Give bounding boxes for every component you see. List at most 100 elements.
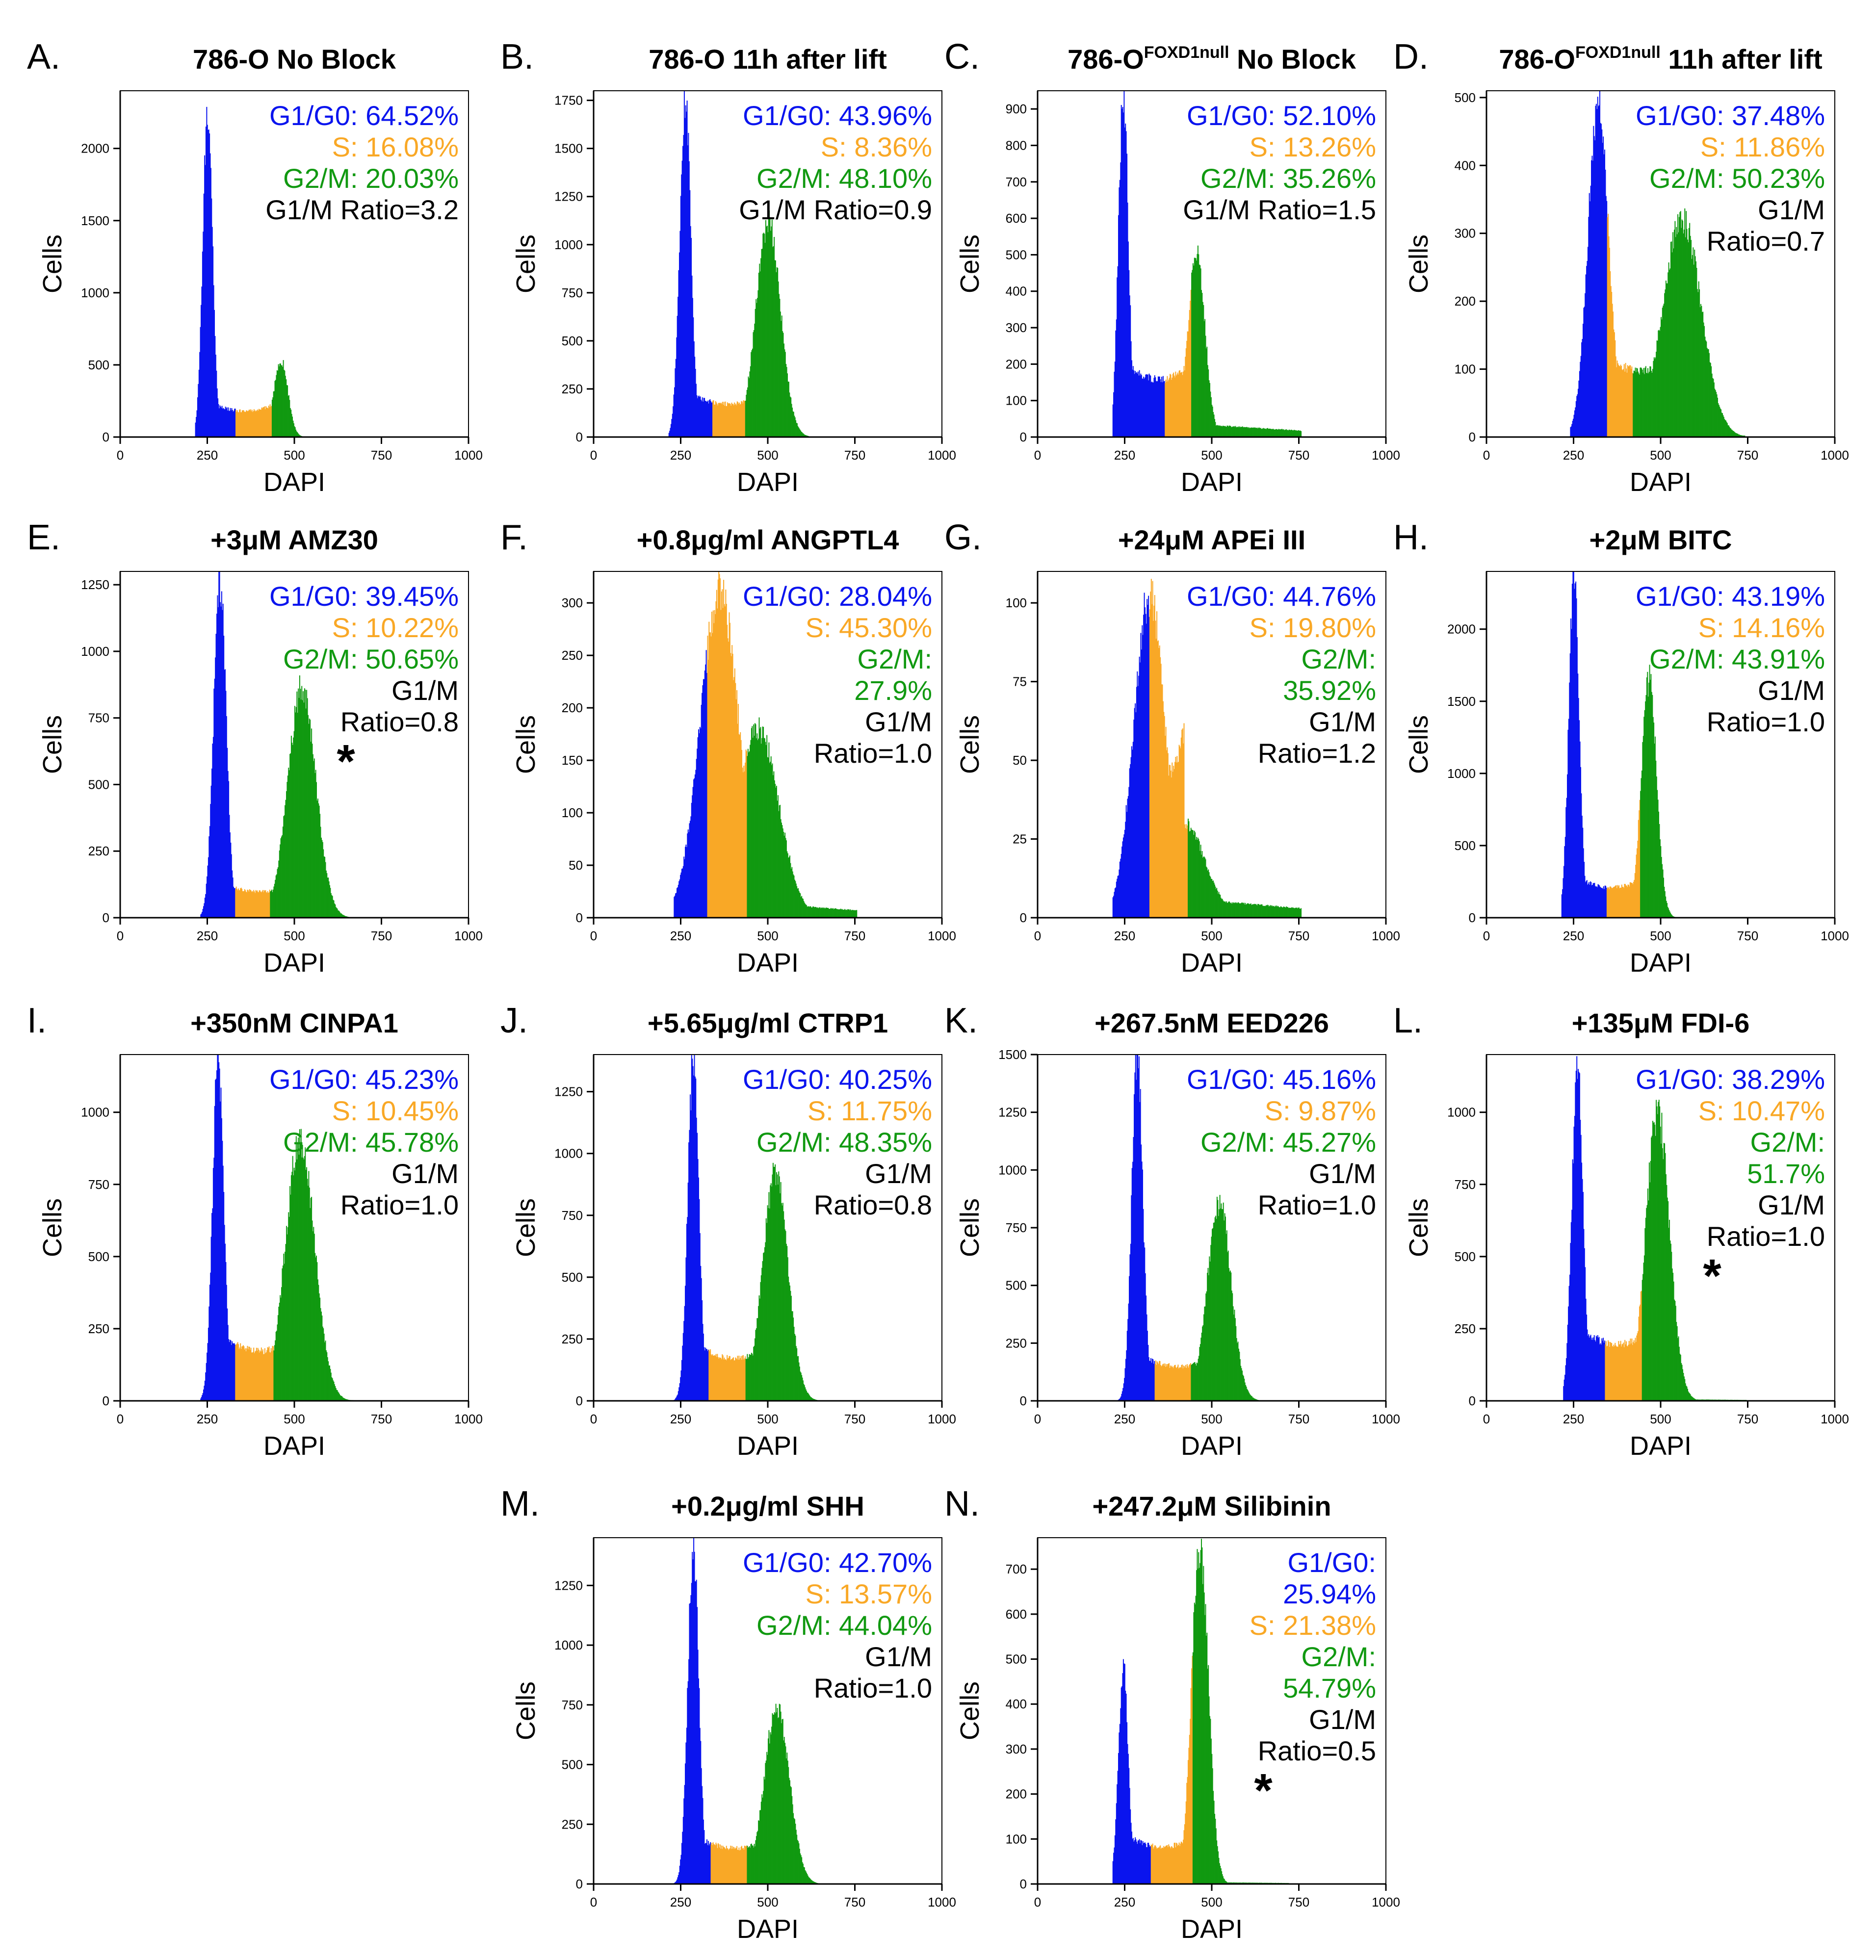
bar-g1 [1146,1314,1147,1401]
bar-g1 [234,888,235,918]
bar-g1 [1568,719,1569,918]
bar-g1 [704,401,706,437]
bar-s [721,1845,722,1884]
bar-g1 [1134,374,1135,437]
bar-g1 [1149,375,1150,437]
bar-g1 [700,728,702,918]
bar-g2m [1741,435,1743,437]
bar-g1 [709,1843,710,1884]
bar-g2m [314,1253,316,1401]
bar-g2m [1253,904,1254,918]
bar-g1 [681,869,682,918]
bar-g2m [774,1712,775,1884]
bar-g2m [1246,427,1248,437]
bar-g1 [697,748,698,918]
bar-s [1167,1847,1169,1884]
bar-s [1172,1848,1173,1884]
bar-g1 [1120,858,1121,918]
bar-g2m [294,1170,295,1401]
bar-g2m [277,1324,278,1401]
bar-g1 [1565,1358,1567,1401]
bar-g1 [1123,1663,1125,1884]
bar-g1 [1124,1368,1126,1401]
bar-g2m [805,904,807,918]
bar-g1 [684,859,685,918]
bar-g2m [1664,886,1665,918]
bar-g1 [1601,888,1602,918]
bar-g1 [1135,703,1136,918]
bar-g2m [750,740,752,918]
y-axis-label: Cells [511,1681,541,1740]
bar-s [1192,1655,1193,1884]
bar-g2m [803,1380,804,1401]
bar-g2m [296,1159,298,1401]
bar-g1 [706,673,707,918]
bar-g2m [814,1399,816,1401]
bar-g2m [1196,1570,1198,1884]
bar-g1 [689,1130,690,1401]
bar-g1 [1114,892,1115,918]
bar-g2m [1659,1106,1661,1401]
bar-g2m [745,401,746,437]
bar-s [1158,1364,1159,1401]
bar-g2m [747,1848,749,1884]
x-axis-label: DAPI [1181,1914,1243,1944]
bar-g2m [855,910,857,918]
bar-g1 [218,404,219,437]
bar-g2m [1292,907,1293,918]
bar-g2m [1255,1399,1257,1401]
bar-g2m [771,219,773,437]
bar-g2m [1208,1275,1209,1401]
bar-g2m [750,745,751,918]
bar-s [736,1846,738,1884]
y-tick-label: 500 [1006,1278,1027,1293]
bar-s [744,1358,745,1401]
bar-g2m [1288,429,1290,437]
panel-letter: G. [944,518,982,557]
bar-g2m [1678,1336,1679,1401]
panel-title: +5.65μg/ml CTRP1 [648,1007,888,1038]
bar-g1 [685,1286,686,1401]
bar-g2m [1263,906,1265,918]
bar-g2m [794,417,796,437]
bar-s [1617,885,1618,918]
bar-g2m [836,909,838,918]
bar-g2m [758,1295,760,1401]
bar-g2m [851,910,852,918]
y-tick-label: 300 [1006,1742,1027,1756]
bar-s [1163,1846,1165,1884]
bar-g2m [818,907,820,918]
bar-g2m [792,1804,793,1884]
bar-g2m [1226,903,1228,918]
bar-s [1605,1344,1606,1401]
bar-g1 [1118,1753,1119,1884]
bar-g2m [788,1282,790,1401]
bar-g1 [234,409,236,437]
bar-g2m [770,1185,771,1401]
bar-s [1175,1847,1176,1884]
bar-g1 [695,1078,697,1401]
bar-g2m [1300,909,1301,918]
bar-g2m [313,1227,314,1401]
bar-g2m [793,1813,794,1884]
y-tick-label: 700 [1006,175,1027,189]
bar-s [733,1357,734,1401]
bar-g2m [1288,430,1289,437]
bar-g2m [1238,1348,1239,1401]
bar-g2m [1733,431,1734,437]
bar-g2m [806,1873,808,1884]
bar-g2m [760,727,761,918]
bar-g2m [757,290,759,437]
stat-g2m: G2/M: 50.23% [1649,163,1825,194]
stat-g2m: G2/M: 20.03% [283,163,459,194]
bar-g2m [1218,1857,1220,1884]
bar-g2m [758,738,759,918]
bar-s [711,1842,712,1884]
bar-s [268,892,270,918]
bar-g2m [1252,427,1254,437]
bar-g1 [703,679,704,918]
x-tick-label: 0 [1034,1895,1041,1909]
bar-g1 [227,748,228,918]
bar-g1 [702,685,704,918]
bar-g2m [765,220,766,437]
